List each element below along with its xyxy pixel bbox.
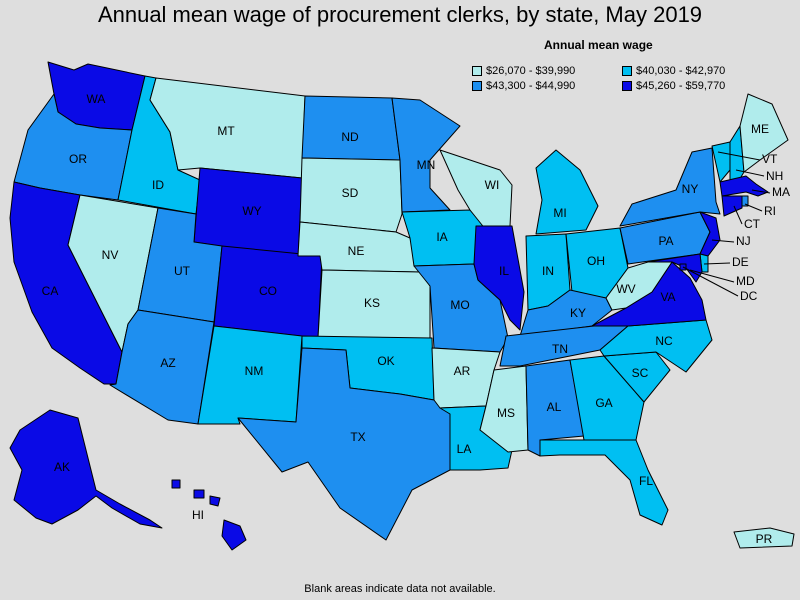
legend-label: $40,030 - $42,970 [636,65,726,77]
leader-line-VT [717,151,761,161]
state-label-NC: NC [655,334,673,348]
state-label-MA: MA [772,185,790,199]
state-label-VA: VA [660,290,675,304]
legend-item-tier-1: $26,070 - $39,990 [472,64,575,78]
state-label-IA: IA [436,230,447,244]
state-label-CO: CO [259,284,277,298]
state-FL[interactable] [539,439,669,526]
state-label-LA: LA [457,442,472,456]
legend: $26,070 - $39,990 $40,030 - $42,970 $43,… [472,64,772,94]
state-label-WV: WV [616,282,635,296]
leader-line-NJ [711,239,735,243]
state-label-NH: NH [766,169,783,183]
state-label-RI: RI [764,204,776,218]
state-label-CT: CT [744,217,761,231]
state-label-MS: MS [497,406,515,420]
leader-line-RI [744,203,763,212]
state-GA[interactable] [569,355,645,441]
state-label-GA: GA [595,396,612,410]
state-label-SD: SD [342,186,359,200]
state-label-HI: HI [192,508,204,522]
state-label-AZ: AZ [160,356,175,370]
state-label-ME: ME [751,122,769,136]
state-label-KY: KY [570,306,586,320]
leader-line-CT [733,205,743,225]
state-MN[interactable] [391,97,461,213]
state-label-NY: NY [682,182,699,196]
state-label-KS: KS [364,296,380,310]
state-MA[interactable] [719,175,769,197]
state-label-CA: CA [42,284,59,298]
state-label-AL: AL [547,400,562,414]
state-label-FL: FL [639,474,653,488]
state-label-WA: WA [87,92,106,106]
legend-item-tier-2: $40,030 - $42,970 [622,64,725,78]
state-label-AK: AK [54,460,70,474]
state-label-NJ: NJ [736,234,751,248]
state-label-WY: WY [242,204,261,218]
state-label-WI: WI [485,178,500,192]
footnote: Blank areas indicate data not available. [304,583,496,595]
leader-line-DE [703,262,731,265]
state-MD[interactable] [647,253,703,283]
state-AK[interactable] [9,409,163,529]
state-label-NM: NM [245,364,264,378]
leader-line-MA [751,189,771,194]
legend-swatch [472,66,482,76]
state-label-OH: OH [587,254,605,268]
state-label-MO: MO [450,298,469,312]
state-label-MD: MD [736,274,755,288]
state-label-MI: MI [553,206,566,220]
state-label-PA: PA [658,234,673,248]
state-label-IL: IL [499,264,509,278]
state-HI[interactable] [171,479,247,551]
state-VT[interactable] [711,141,731,183]
leader-line-DC [682,266,739,297]
leader-line-NH [735,169,765,177]
legend-title: Annual mean wage [544,38,653,52]
state-label-IN: IN [542,264,554,278]
leader-line-MD [689,269,735,283]
state-label-DE: DE [732,255,749,269]
legend-swatch [622,81,632,91]
state-label-NV: NV [102,248,119,262]
state-CT[interactable] [721,195,743,217]
legend-swatch [472,81,482,91]
state-label-ID: ID [152,178,164,192]
state-label-TN: TN [552,342,568,356]
state-label-SC: SC [632,366,649,380]
state-label-TX: TX [350,430,365,444]
state-KS[interactable] [317,269,431,339]
legend-swatch [622,66,632,76]
map-title: Annual mean wage of procurement clerks, … [97,2,703,27]
state-label-MT: MT [217,124,235,138]
state-label-DC: DC [740,289,758,303]
state-MI[interactable] [535,149,599,235]
legend-label: $26,070 - $39,990 [486,65,576,77]
state-PR[interactable] [733,527,795,549]
state-IL[interactable] [473,225,525,331]
state-label-AR: AR [454,364,471,378]
state-label-OK: OK [377,354,394,368]
state-label-UT: UT [174,264,191,278]
legend-label: $43,300 - $44,990 [486,80,576,92]
state-label-MN: MN [417,158,436,172]
state-label-VT: VT [762,152,778,166]
state-TX[interactable] [237,347,451,541]
state-SD[interactable] [299,157,403,233]
state-label-ND: ND [341,130,359,144]
state-ND[interactable] [301,95,401,161]
legend-label: $45,260 - $59,770 [636,80,726,92]
state-label-OR: OR [69,152,87,166]
state-label-NE: NE [348,244,365,258]
legend-item-tier-3: $43,300 - $44,990 [472,79,575,93]
legend-item-tier-4: $45,260 - $59,770 [622,79,725,93]
state-label-PR: PR [756,532,773,546]
